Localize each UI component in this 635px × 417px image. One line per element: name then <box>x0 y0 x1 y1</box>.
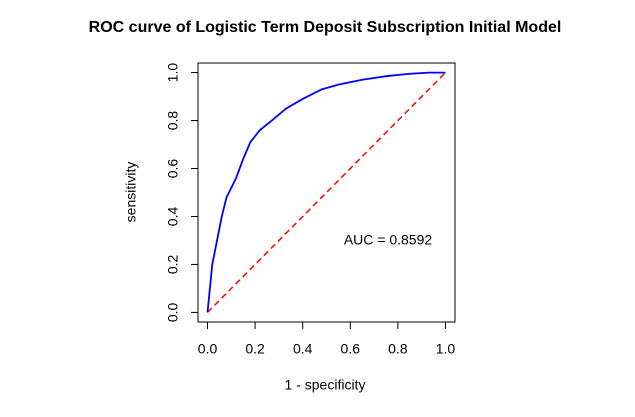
y-tick-label: 1.0 <box>165 63 181 83</box>
x-tick-label: 0.4 <box>293 341 313 357</box>
x-tick-label: 0.2 <box>245 341 265 357</box>
roc-curve <box>206 71 446 313</box>
annotation: AUC = 0.8592 <box>344 232 433 248</box>
y-tick-label: 0.8 <box>165 111 181 131</box>
x-tick-label: 0.6 <box>341 341 361 357</box>
x-tick-label: 0.8 <box>388 341 408 357</box>
chart-title: ROC curve of Logistic Term Deposit Subsc… <box>89 19 562 36</box>
reference-line <box>206 72 447 313</box>
y-tick-label: 0.4 <box>165 207 181 227</box>
y-tick-label: 0.6 <box>165 159 181 179</box>
x-tick-label: 1.0 <box>436 341 456 357</box>
y-axis-label: sensitivity <box>123 162 139 223</box>
x-tick-label: 0.0 <box>198 341 218 357</box>
x-axis-label: 1 - specificity <box>285 377 366 393</box>
y-tick-label: 0.2 <box>165 255 181 275</box>
y-tick-label: 0.0 <box>165 302 181 322</box>
